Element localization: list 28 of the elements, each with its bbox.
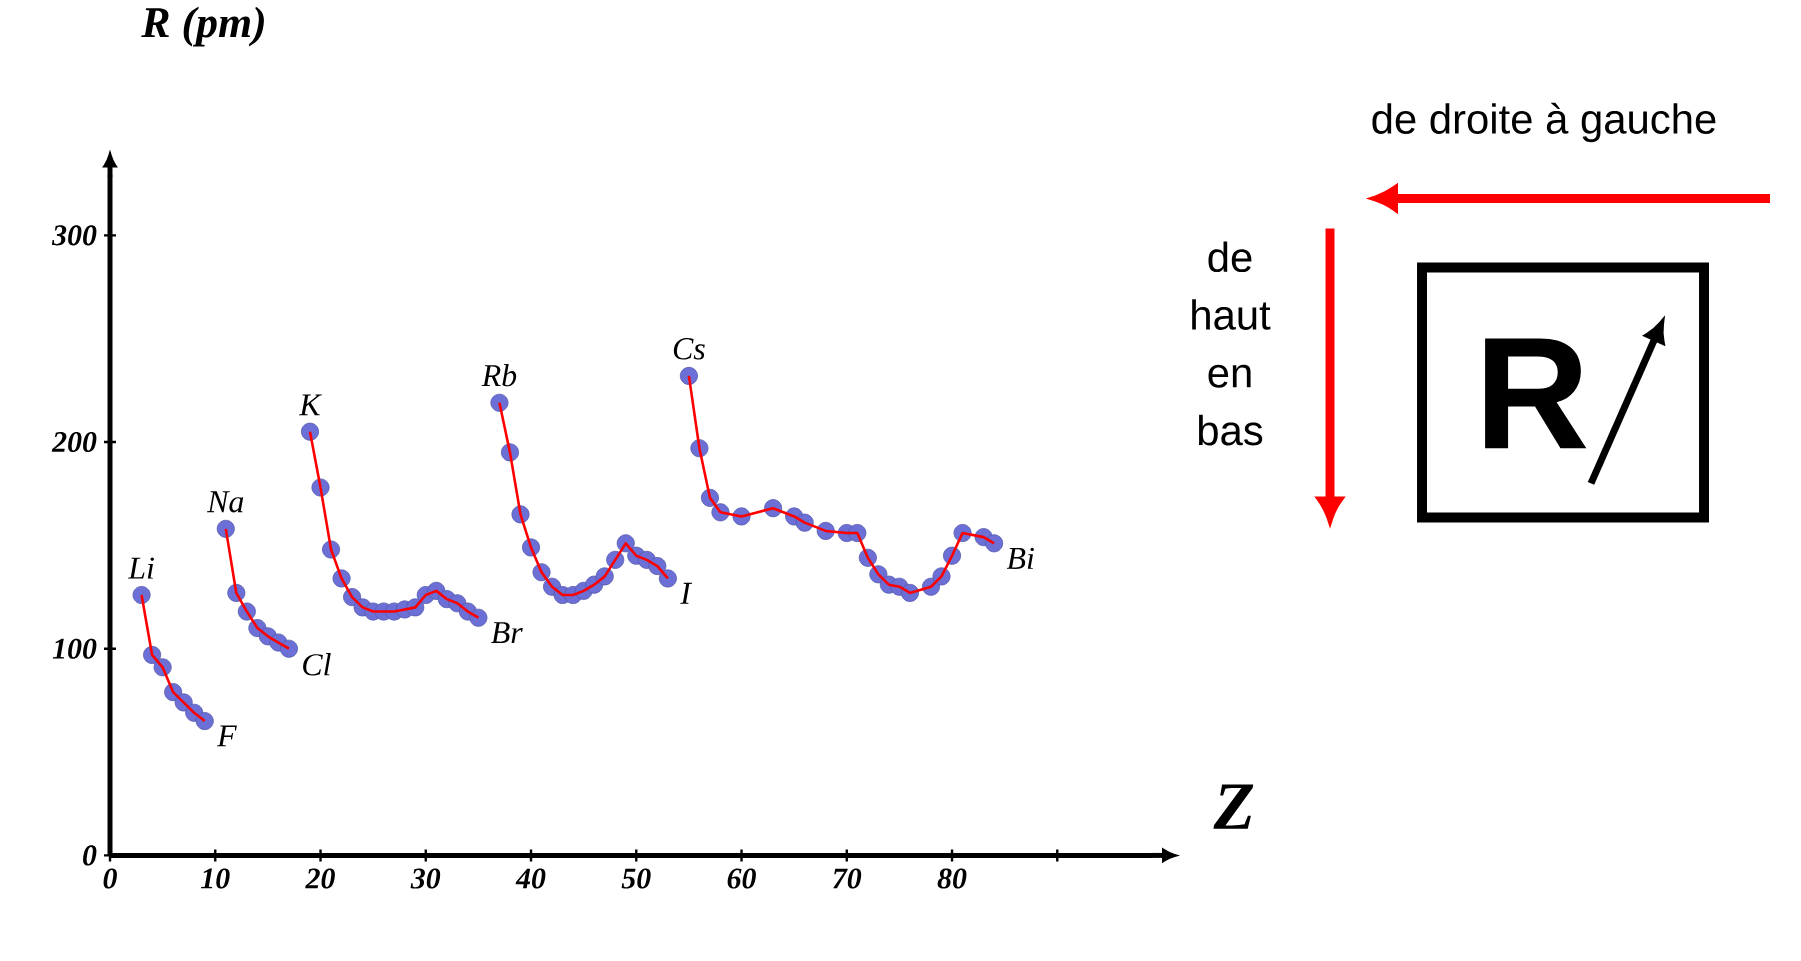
- text: de haut en bas: [1192, 241, 1271, 446]
- annotation: I: [680, 582, 693, 604]
- annotation: Bi: [1006, 547, 1034, 569]
- x-tick-label: 60: [727, 868, 756, 889]
- x-tick-label: 40: [515, 868, 546, 889]
- annotation: Cs: [673, 337, 705, 360]
- x-tick-label: 30: [410, 868, 441, 889]
- x-tick-label: 10: [201, 868, 230, 889]
- y-tick-label: 200: [51, 431, 97, 452]
- y-axis-title: R (pm): [141, 6, 264, 47]
- text: R: [1485, 338, 1587, 449]
- annotation: Na: [206, 491, 244, 513]
- x-tick-label: 70: [833, 868, 862, 889]
- y-tick-label: 0: [83, 845, 97, 866]
- x-tick-label: 20: [305, 868, 335, 889]
- x-tick-label: 0: [103, 868, 117, 889]
- text: de droite à gauche: [1372, 102, 1716, 142]
- x-tick-label: 50: [621, 868, 651, 889]
- annotation: K: [298, 394, 322, 416]
- annotation: Br: [491, 621, 523, 643]
- y-tick-label: 300: [51, 225, 97, 246]
- annotation: Cl: [303, 652, 331, 676]
- annotation: Li: [127, 557, 154, 579]
- x-tick-label: 80: [937, 868, 967, 889]
- annotation: F: [216, 725, 237, 747]
- y-tick-label: 100: [52, 638, 97, 659]
- annotation: Rb: [481, 363, 517, 387]
- x-axis-title: Z: [1213, 784, 1254, 829]
